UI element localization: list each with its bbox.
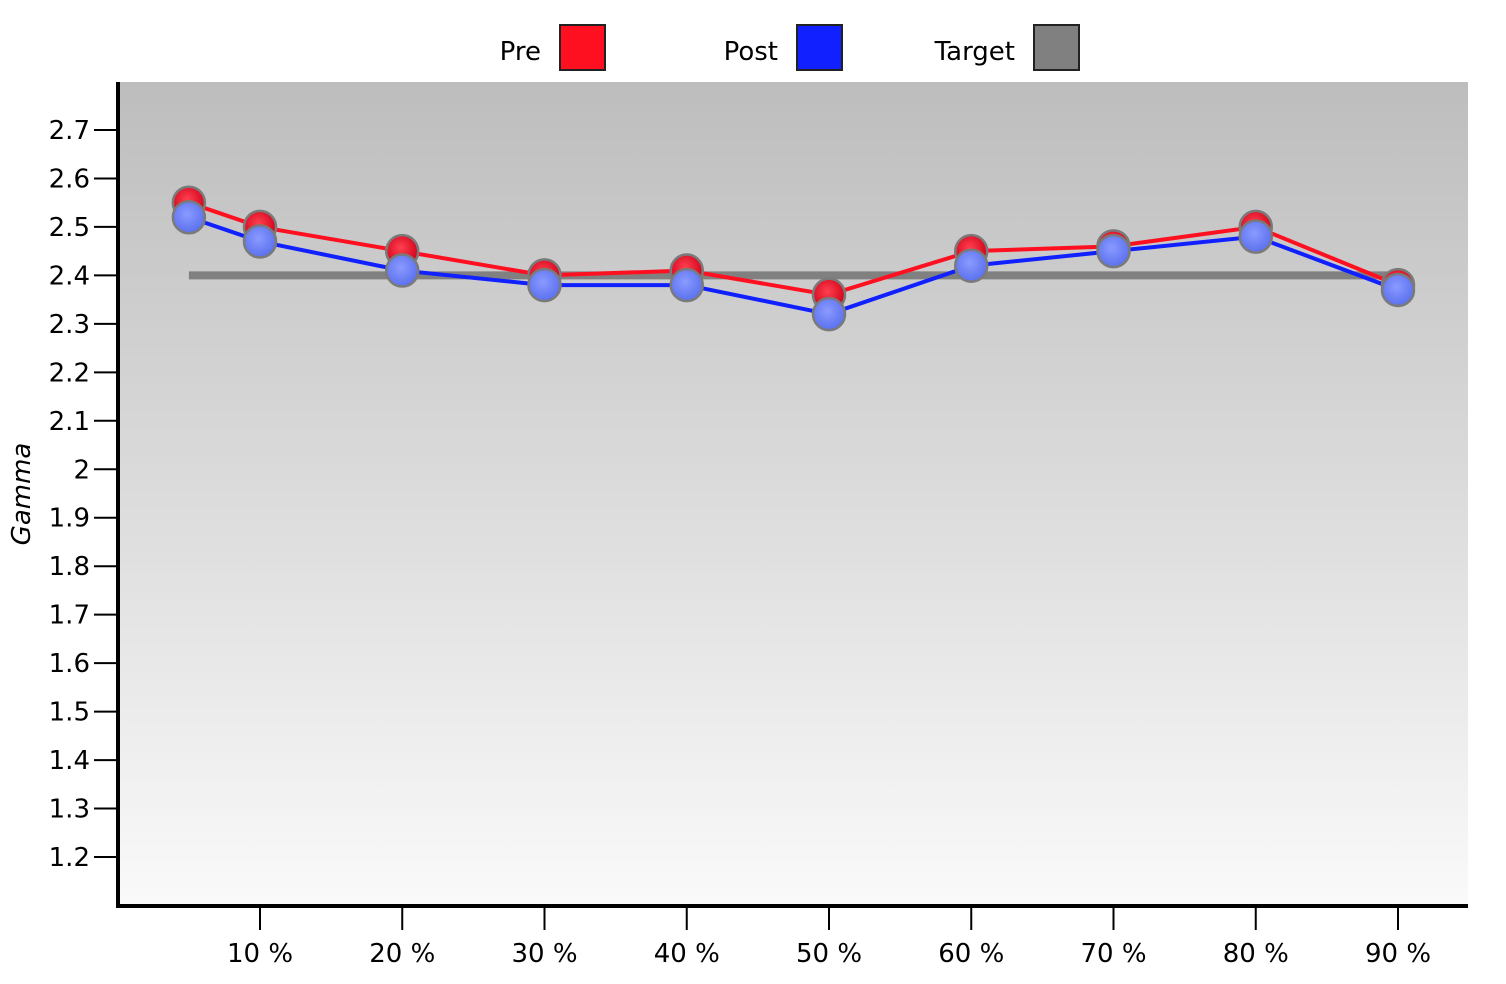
x-tick-label: 90 % — [1365, 939, 1431, 969]
y-tick-label: 2.3 — [49, 310, 90, 340]
x-tick-label: 40 % — [654, 939, 720, 969]
series-line-pre — [188, 200, 1399, 297]
legend-label-post: Post — [724, 37, 778, 67]
y-tick-label: 1.2 — [49, 843, 90, 873]
x-axis: 10 % 20 % 30 % 40 % 50 % 60 % 70 % 80 % 90 % — [227, 906, 1431, 969]
legend-label-pre: Pre — [500, 37, 541, 67]
data-point-post — [1096, 233, 1131, 269]
legend-swatch-post — [796, 24, 843, 71]
data-point-post — [171, 199, 207, 235]
legend-item-target: Target — [934, 24, 1080, 71]
data-point-post — [1238, 219, 1273, 254]
legend-item-pre: Pre — [500, 24, 606, 71]
y-tick-label: 1.4 — [49, 746, 90, 776]
y-tick-label: 1.9 — [49, 504, 90, 534]
legend-swatch-pre — [559, 24, 606, 71]
y-tick-label: 2.2 — [49, 358, 90, 388]
y-tick-label: 1.5 — [49, 698, 90, 728]
series-layer — [171, 185, 1416, 332]
y-tick-label: 1.6 — [49, 649, 90, 679]
x-tick-label: 50 % — [796, 939, 862, 969]
data-point-post — [385, 253, 420, 288]
x-tick-label: 20 % — [369, 939, 435, 969]
y-tick-label: 2.1 — [49, 407, 90, 437]
data-point-post — [1380, 272, 1416, 308]
legend: Pre Post Target — [500, 24, 1080, 71]
data-point-post — [811, 296, 847, 332]
y-tick-label: 2.7 — [49, 116, 90, 146]
data-point-post — [669, 267, 704, 303]
y-axis: 1.2 1.3 1.4 1.5 1.6 1.7 1.8 1.9 2 2.1 2.2 2.3 2.4 2.5… — [49, 116, 118, 873]
x-tick-label: 30 % — [511, 939, 577, 969]
data-point-post — [242, 224, 278, 259]
data-point-post — [954, 248, 989, 283]
y-tick-label: 2.6 — [49, 164, 90, 194]
x-tick-label: 60 % — [938, 939, 1004, 969]
y-tick-label: 1.7 — [49, 601, 90, 631]
x-tick-label: 70 % — [1080, 939, 1146, 969]
data-point-post — [527, 267, 562, 303]
y-tick-label: 1.8 — [49, 552, 90, 582]
x-tick-label: 80 % — [1223, 939, 1289, 969]
series-line-post — [188, 215, 1399, 317]
plot-area — [118, 82, 1468, 906]
y-tick-label: 1.3 — [49, 795, 90, 825]
x-tick-label: 10 % — [227, 939, 293, 969]
legend-item-post: Post — [724, 24, 843, 71]
legend-label-target: Target — [934, 37, 1015, 67]
y-tick-label: 2 — [73, 455, 90, 485]
y-tick-label: 2.5 — [49, 213, 90, 243]
y-axis-title: Gamma — [7, 443, 37, 546]
legend-swatch-target — [1033, 24, 1080, 71]
y-tick-label: 2.4 — [49, 261, 90, 291]
